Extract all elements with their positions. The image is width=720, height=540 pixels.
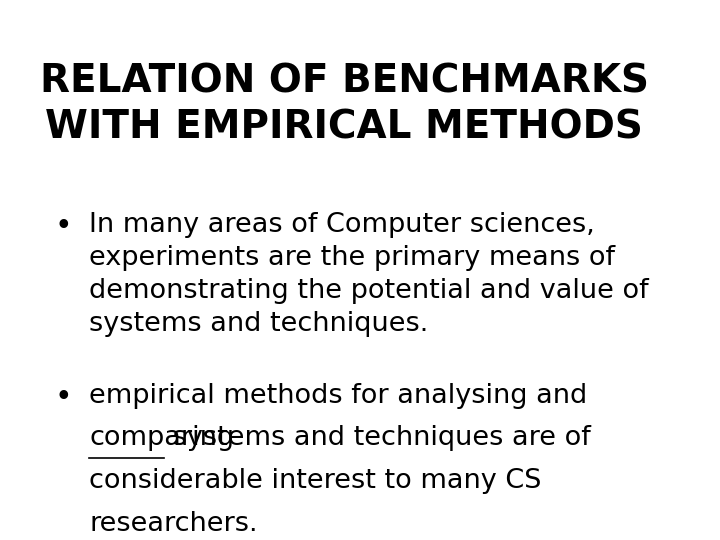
Text: In many areas of Computer sciences,
experiments are the primary means of
demonst: In many areas of Computer sciences, expe… [89,212,649,337]
Text: •: • [54,212,72,241]
Text: systems and techniques are of: systems and techniques are of [164,426,591,451]
Text: empirical methods for analysing and: empirical methods for analysing and [89,382,588,408]
Text: comparing: comparing [89,426,234,451]
Text: considerable interest to many CS: considerable interest to many CS [89,468,541,495]
Text: researchers.: researchers. [89,511,258,537]
Text: RELATION OF BENCHMARKS
WITH EMPIRICAL METHODS: RELATION OF BENCHMARKS WITH EMPIRICAL ME… [40,63,649,146]
Text: •: • [54,382,72,411]
